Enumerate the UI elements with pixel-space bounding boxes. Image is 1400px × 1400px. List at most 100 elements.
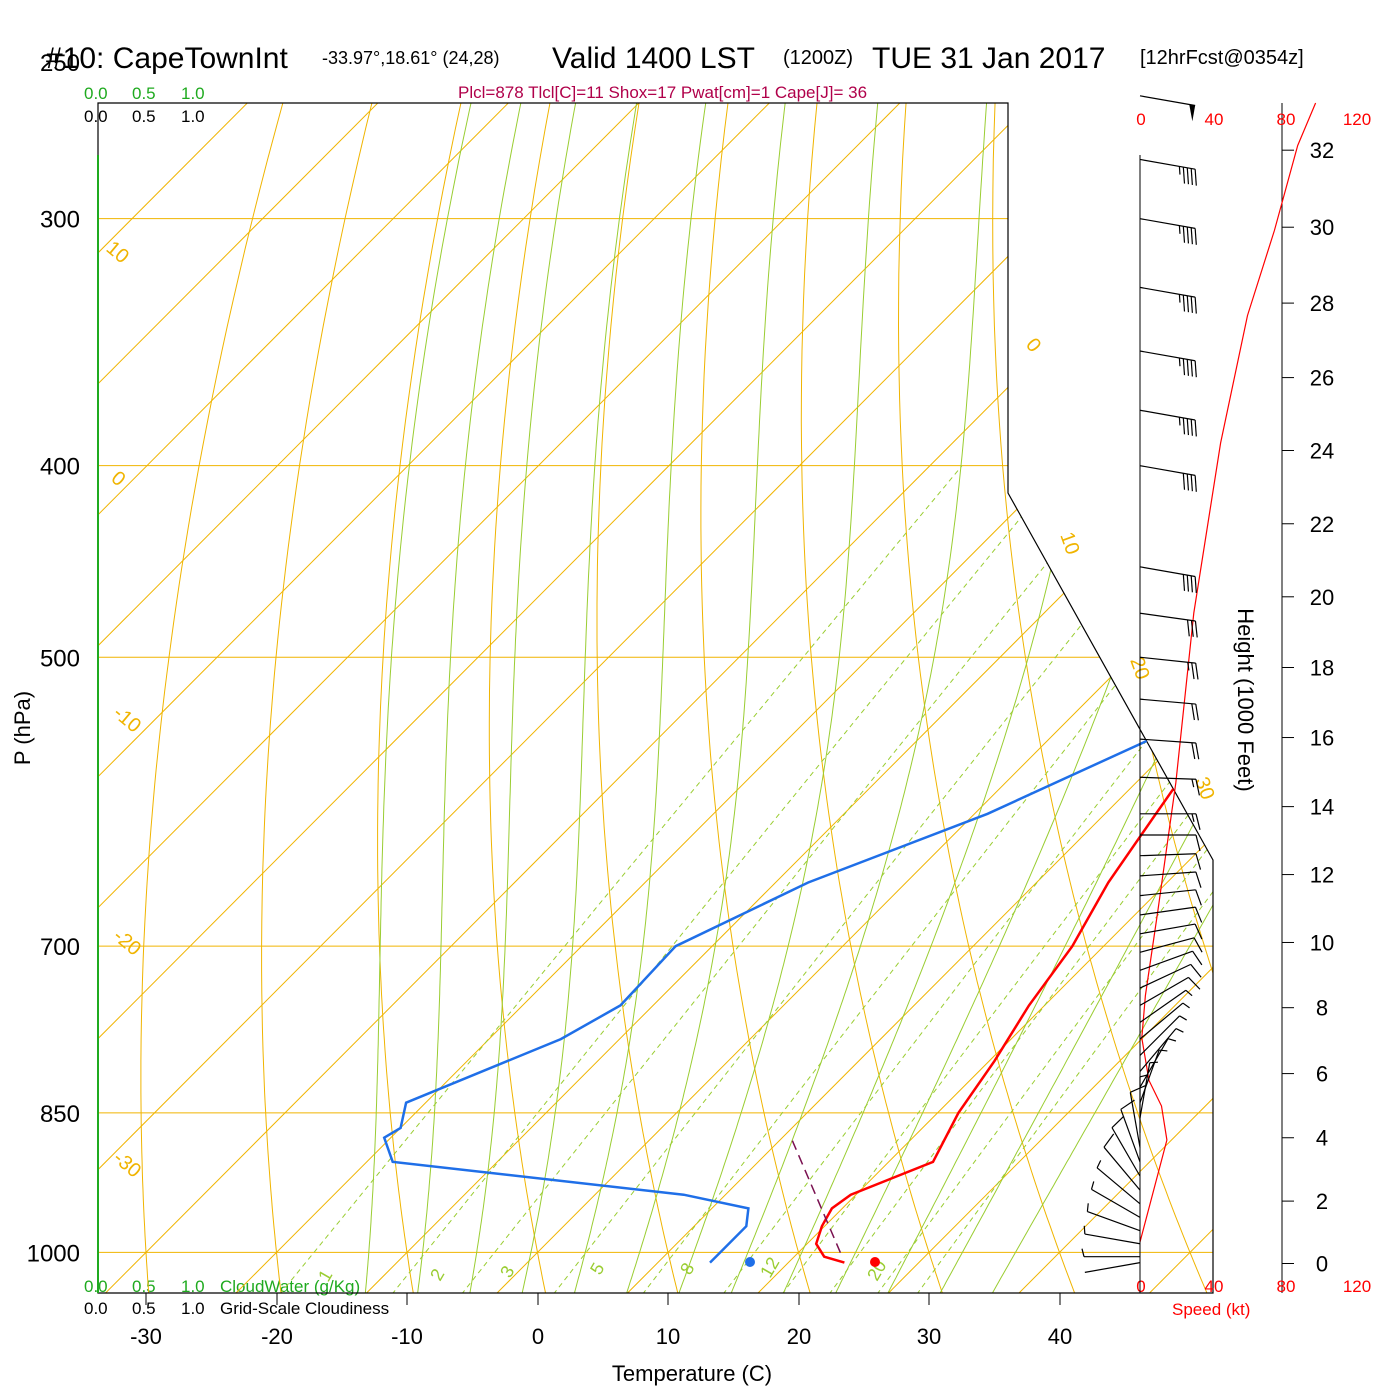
dry-adiabat bbox=[800, 103, 944, 1293]
pressure-tick-label: 400 bbox=[40, 454, 80, 481]
wind-barb-shaft bbox=[1111, 1127, 1141, 1177]
wind-barb-full bbox=[1186, 167, 1190, 185]
wind-barb-shaft bbox=[1139, 889, 1196, 897]
moist-adiabat bbox=[939, 103, 1213, 1293]
wind-barb-full bbox=[1195, 779, 1200, 796]
wind-barb-half bbox=[1185, 989, 1193, 997]
height-tick-label: 14 bbox=[1310, 795, 1334, 820]
wind-barb-shaft bbox=[1139, 95, 1196, 107]
wind-barb-half bbox=[1178, 417, 1181, 426]
wind-barb-full bbox=[1190, 419, 1193, 436]
mixing-ratio-line bbox=[642, 465, 1213, 1293]
chart-title-coords: -33.97°,18.61° (24,28) bbox=[322, 48, 500, 68]
isotherm-line bbox=[886, 103, 1213, 1293]
moist-adiabat bbox=[730, 103, 994, 1293]
cloudwater-tick: 1.0 bbox=[181, 1277, 205, 1296]
wind-speed-tick-top: 120 bbox=[1343, 110, 1371, 129]
height-tick-label: 12 bbox=[1310, 863, 1334, 888]
wind-barb-half bbox=[1159, 1049, 1168, 1052]
wind-barb-full bbox=[1190, 296, 1193, 313]
wind-barb-full bbox=[1186, 473, 1190, 491]
wind-barb-full bbox=[1182, 358, 1186, 376]
height-tick-label: 32 bbox=[1310, 138, 1334, 163]
wind-barb-full bbox=[1130, 1085, 1146, 1093]
height-tick-label: 6 bbox=[1316, 1062, 1328, 1087]
wind-barb-full bbox=[1111, 1115, 1125, 1129]
isotherm-line bbox=[1017, 103, 1213, 1293]
cloudiness-tick: 0.5 bbox=[132, 107, 156, 126]
wind-barb-full bbox=[1194, 169, 1197, 186]
x-axis-label: Temperature (C) bbox=[612, 1361, 772, 1386]
isotherm-line bbox=[234, 103, 1213, 1293]
isotherm-line bbox=[98, 103, 454, 1293]
dry-adiabat bbox=[488, 103, 566, 1293]
height-tick-label: 16 bbox=[1310, 726, 1334, 751]
moist-adiabat bbox=[364, 103, 489, 1293]
mixing-ratio-label: 8 bbox=[676, 1259, 698, 1278]
x-tick-label: 20 bbox=[787, 1324, 811, 1349]
mixing-ratio-label: 12 bbox=[756, 1254, 783, 1281]
wind-speed-label: Speed (kt) bbox=[1172, 1300, 1250, 1319]
moist-adiabat bbox=[521, 103, 651, 1293]
wind-barb-full bbox=[1191, 742, 1196, 760]
wind-barb-full bbox=[1192, 950, 1203, 966]
isotherm-label: 10 bbox=[102, 237, 133, 268]
wind-barb-shaft bbox=[1087, 1210, 1141, 1232]
chart-title-date: TUE 31 Jan 2017 bbox=[872, 42, 1105, 75]
isotherm-line bbox=[1279, 27, 1400, 1294]
isotherm-line bbox=[625, 103, 1213, 1293]
wind-barb-shaft bbox=[1139, 566, 1196, 578]
cloudiness-tick: 0.5 bbox=[132, 1299, 156, 1318]
chart-title-forecast: [12hrFcst@0354z] bbox=[1140, 47, 1304, 69]
height-tick-label: 24 bbox=[1310, 439, 1334, 464]
height-tick-label: 22 bbox=[1310, 512, 1334, 537]
wind-barb-half bbox=[1096, 1160, 1102, 1169]
wind-barb-shaft bbox=[1139, 976, 1189, 1006]
wind-barb-full bbox=[1182, 473, 1186, 490]
wind-barb-half bbox=[1179, 1015, 1187, 1021]
wind-barb-shaft bbox=[1139, 906, 1196, 916]
moist-adiabat bbox=[469, 103, 591, 1293]
wind-barb-full bbox=[1195, 871, 1202, 888]
wind-barb-half bbox=[1081, 1248, 1085, 1257]
wind-barb-full bbox=[1186, 619, 1190, 637]
height-tick-label: 30 bbox=[1310, 215, 1334, 240]
isotherm-line bbox=[98, 103, 846, 1293]
dry-adiabat bbox=[897, 103, 1076, 1293]
wind-barb-full bbox=[1190, 168, 1193, 185]
chart-title-station: #10: CapeTownInt bbox=[46, 42, 288, 75]
wind-barb-shaft bbox=[1139, 950, 1193, 971]
wind-barb-half bbox=[1191, 778, 1195, 788]
moist-adiabat bbox=[991, 103, 1213, 1293]
wind-barb-full bbox=[1195, 813, 1201, 830]
wind-barb-full bbox=[1186, 226, 1190, 244]
isotherm-label: -10 bbox=[109, 702, 145, 737]
wind-barb-half bbox=[1178, 294, 1181, 303]
wind-speed-tick-top: 40 bbox=[1205, 110, 1224, 129]
height-tick-label: 18 bbox=[1310, 656, 1334, 681]
pressure-tick-label: 250 bbox=[40, 50, 80, 77]
isotherm-label: 0 bbox=[1021, 334, 1045, 357]
wind-barb-full bbox=[1195, 853, 1202, 870]
chart-title-valid: Valid 1400 LST bbox=[552, 42, 755, 75]
surface-dewpoint-dot bbox=[745, 1257, 755, 1267]
wind-barb-shaft bbox=[1139, 871, 1196, 877]
dry-adiabat bbox=[596, 103, 679, 1293]
wind-barb-shaft bbox=[1139, 1038, 1169, 1088]
wind-barb-full bbox=[1186, 575, 1190, 592]
wind-speed-tick-bottom: 80 bbox=[1277, 1277, 1296, 1296]
wind-barb-shaft bbox=[1084, 1262, 1141, 1273]
wind-barb-full bbox=[1103, 1133, 1115, 1148]
cloudiness-tick: 1.0 bbox=[181, 107, 205, 126]
mixing-ratio-line bbox=[722, 465, 1213, 1293]
height-tick-label: 8 bbox=[1316, 996, 1328, 1021]
wind-barb-half bbox=[1191, 813, 1195, 822]
wind-barb-half bbox=[1178, 166, 1181, 175]
isotherm-line bbox=[756, 103, 1213, 1293]
wind-barb-full bbox=[1188, 976, 1201, 990]
y-axis-label: P (hPa) bbox=[10, 691, 35, 765]
wind-barb-half bbox=[1175, 1028, 1184, 1033]
isotherm-label: -30 bbox=[109, 1147, 145, 1182]
